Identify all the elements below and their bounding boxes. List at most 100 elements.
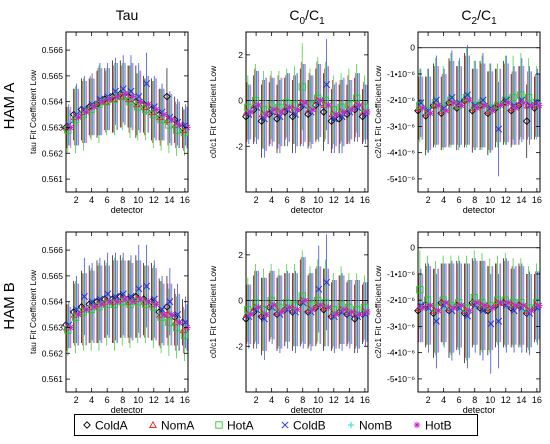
legend-label: NomA [161,419,194,433]
data-point [458,302,465,309]
data-point [294,306,301,313]
y-tick-label: -1•10⁻⁶ [387,69,415,79]
data-point [85,300,94,309]
data-point [509,93,517,102]
data-point [137,98,144,105]
data-point [286,104,293,111]
data-point [142,282,151,290]
y-tick-label: 0 [410,243,415,253]
data-point [104,290,112,298]
data-point [294,106,301,113]
data-point [168,311,175,318]
x-tick-label: 14 [164,395,174,405]
data-point [180,128,189,137]
data-point [286,304,293,311]
data-point [93,297,101,306]
data-point [129,93,137,100]
y-tick-label: -2 [235,341,243,351]
data-point [322,278,331,286]
data-point [69,308,78,316]
x-axis-label: detector [111,405,144,415]
data-point [278,108,286,116]
y-tick-label: 0.561 [42,174,64,184]
data-point [270,301,278,309]
data-point [176,121,183,129]
data-point [329,106,337,114]
x-tick-label: 8 [120,395,125,405]
data-point [309,306,317,313]
x-tick-label: 8 [300,195,305,205]
data-point [340,108,348,116]
data-point [251,299,260,307]
data-point [528,307,535,314]
data-point [267,296,275,305]
y-axis-label: tau Fit Coefficient Low [28,69,38,154]
data-point [251,96,260,105]
data-point [524,93,533,102]
data-point [263,311,270,318]
x-tick-label: 4 [441,395,446,405]
x-tick-label: 16 [532,195,542,205]
data-point [75,311,82,318]
data-point [278,308,286,316]
data-point [337,103,345,112]
y-tick-label: -2•10⁻⁶ [387,95,415,105]
data-point [106,95,113,103]
x-tick-label: 16 [180,195,190,205]
y-tick-label: 0.563 [42,322,64,332]
data-point [317,301,324,309]
x-axis-label: detector [291,205,324,215]
x-tick-label: 4 [269,395,274,405]
data-point [306,301,314,309]
data-point [536,102,543,109]
data-point [364,108,371,116]
x-tick-label: 16 [360,395,370,405]
data-point [442,299,450,307]
data-point [340,306,348,313]
data-point [155,308,163,316]
ham-row-label: HAM B [1,282,18,330]
x-tick-label: 16 [532,395,542,405]
data-point [163,303,171,311]
data-point [116,292,125,301]
y-tick-label: -4•10⁻⁶ [387,348,415,358]
x-tick-label: 14 [164,195,174,205]
x-tick-label: 16 [360,195,370,205]
data-point [106,298,113,305]
data-point [333,311,340,318]
data-point [160,311,168,318]
data-point [337,301,345,309]
data-point [157,116,165,124]
data-point [317,97,324,104]
data-point [466,96,473,104]
data-point [247,108,254,116]
legend: ColdA NomA HotA ColdB NomB HotB [74,414,478,436]
data-point [257,312,266,321]
data-point [512,302,520,309]
data-point [481,302,489,309]
x-tick-label: 12 [149,195,159,205]
legend-entry: HotB [413,419,452,433]
data-point [360,303,369,312]
x-tick-label: 2 [426,195,431,205]
data-point [126,98,134,106]
data-point [442,107,450,114]
data-point [489,107,496,114]
legend-marker [83,421,91,429]
data-point [512,104,520,112]
data-point [149,110,157,119]
data-point [352,94,361,102]
data-point [75,113,82,121]
y-tick-label: 0.565 [42,71,64,81]
y-tick-label: 0.566 [42,45,64,55]
y-tick-label: -5•10⁻⁶ [387,174,415,184]
data-point [536,302,543,309]
legend-label: HotA [227,419,254,433]
data-point [178,123,187,132]
data-point [364,308,371,316]
data-point [80,292,88,301]
data-point [165,318,173,326]
data-point [135,285,143,293]
data-point [450,99,458,107]
